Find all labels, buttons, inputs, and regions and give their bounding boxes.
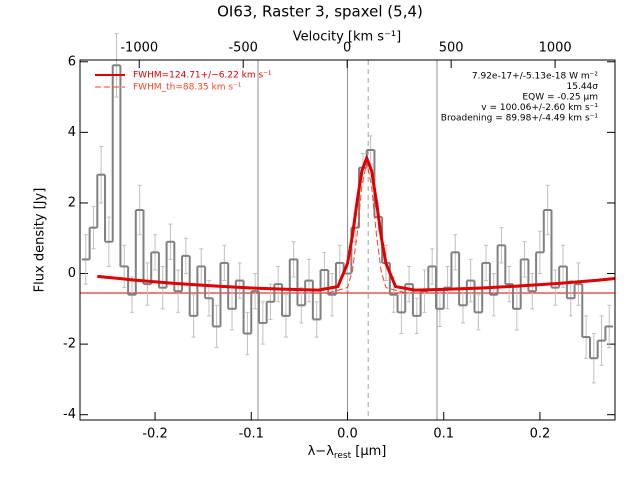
x-label-sub: rest (334, 451, 352, 461)
x-axis-label: λ−λrest [μm] (308, 444, 387, 461)
y-tick-label: 2 (68, 195, 76, 210)
x-tick-label: 0.1 (433, 427, 454, 442)
x-tick-label: 0.0 (337, 427, 358, 442)
x2-tick-label: -500 (228, 41, 258, 56)
x-tick-label: 0.2 (530, 427, 551, 442)
intrinsic-gaussian (328, 162, 406, 294)
fit-annotation: 15.44σ (567, 82, 599, 92)
fit-line (97, 153, 616, 292)
fit-annotation: Broadening = 89.98+/-4.49 km s⁻¹ (441, 114, 599, 124)
x-label-main: λ−λ (308, 444, 335, 459)
y-tick-label: 6 (68, 54, 76, 69)
x2-axis-label: Velocity [km s⁻¹] (293, 30, 401, 45)
legend-label: FWHM=124.71+/−6.22 km s⁻¹ (133, 71, 272, 81)
chart-title: OI63, Raster 3, spaxel (5,4) (217, 3, 423, 21)
y-tick-label: -4 (63, 407, 76, 422)
y-tick-label: 0 (68, 266, 76, 281)
plot-frame (79, 59, 616, 421)
x-tick-label: -0.2 (142, 427, 167, 442)
legend-label: FWHM_th=88.35 km s⁻¹ (133, 83, 242, 93)
x2-tick-label: 0 (343, 41, 351, 56)
x2-tick-label: -1000 (120, 41, 158, 56)
x-label-unit: [μm] (351, 444, 386, 459)
fit-annotation: 7.92e-17+/-5.13e-18 W m⁻² (472, 72, 599, 82)
x2-tick-label: 1000 (539, 41, 572, 56)
y-axis-label: Flux density [Jy] (33, 188, 48, 293)
fit-annotation: EQW = -0.25 μm (522, 93, 598, 103)
y-tick-label: 4 (68, 125, 76, 140)
x-tick-label: -0.1 (239, 427, 264, 442)
y-tick-label: -2 (63, 337, 76, 352)
x2-tick-label: 500 (439, 41, 464, 56)
fit-annotation: v = 100.06+/-2.60 km s⁻¹ (481, 103, 598, 113)
